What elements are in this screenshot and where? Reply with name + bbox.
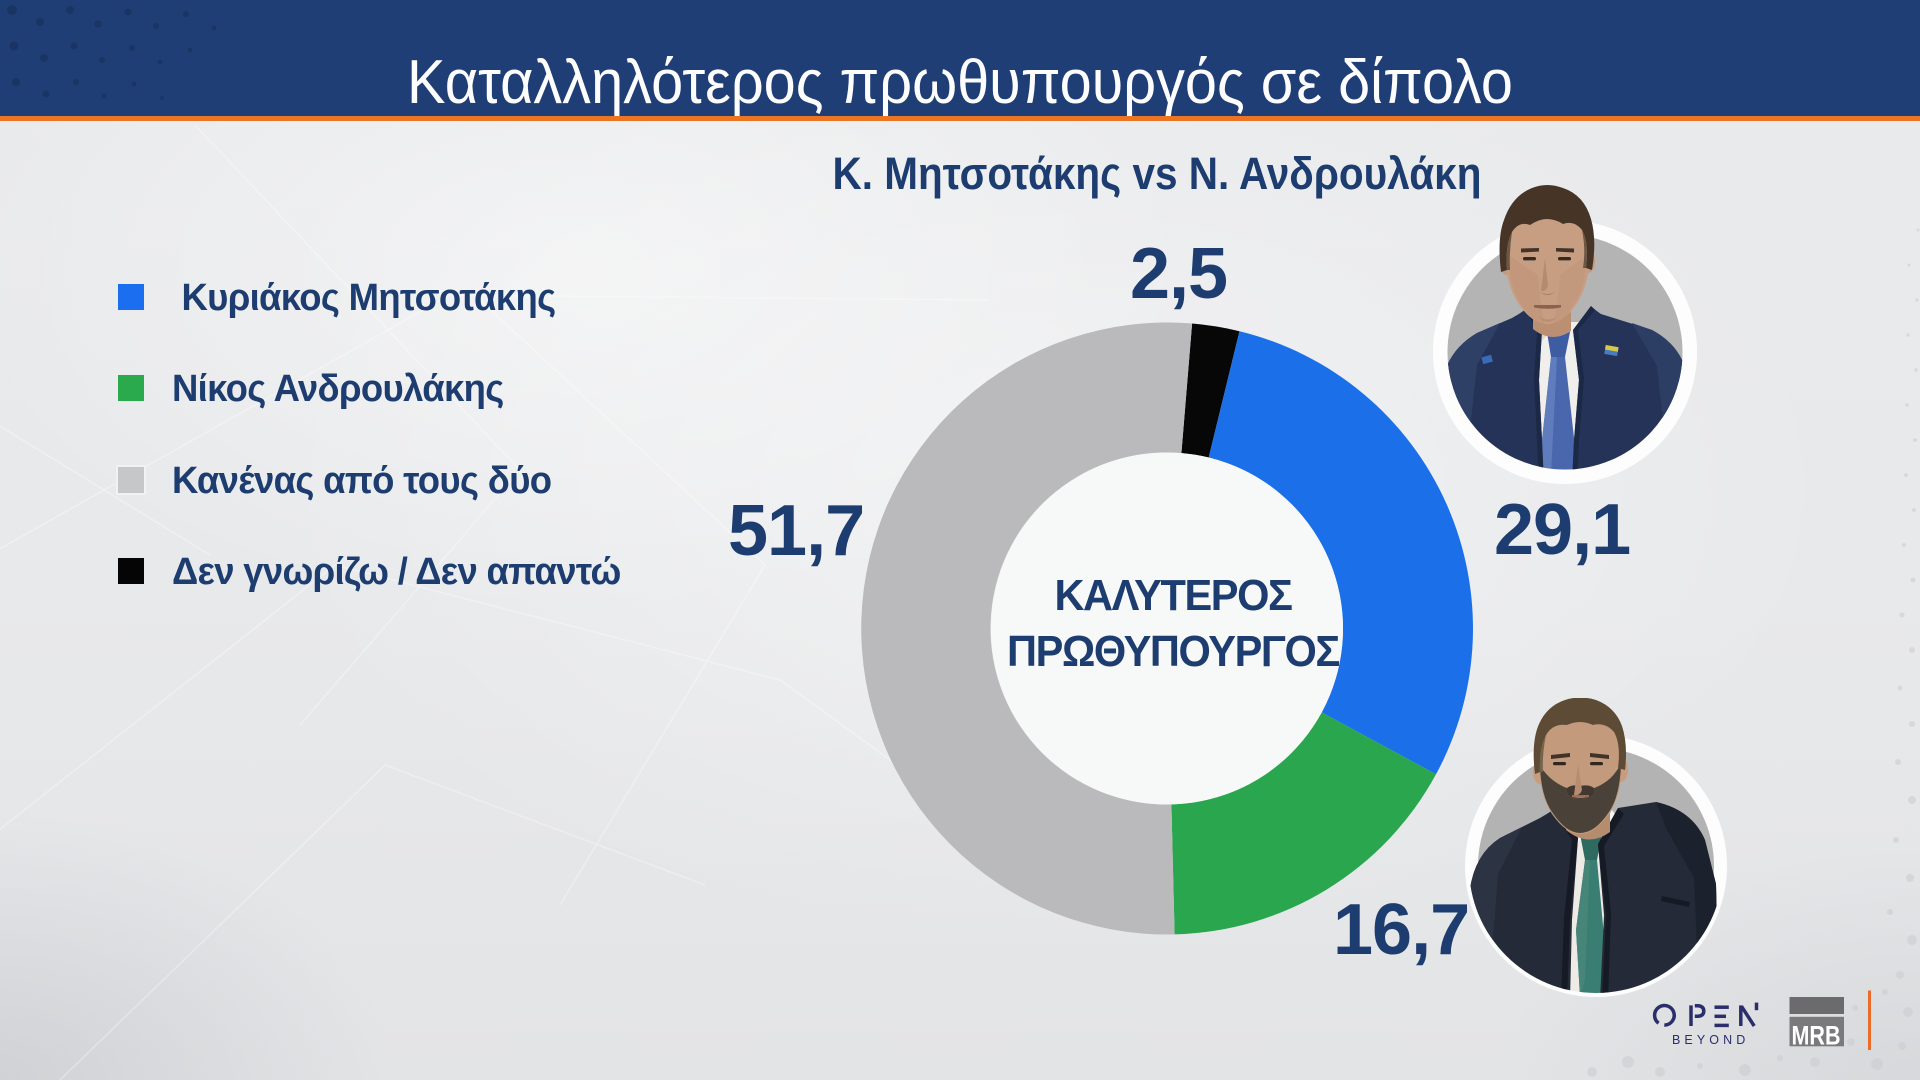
svg-text:BEYOND: BEYOND bbox=[1672, 1033, 1749, 1047]
svg-text:ΚΑΛΥΤΕΡΟΣ: ΚΑΛΥΤΕΡΟΣ bbox=[1054, 571, 1292, 620]
svg-text:ΠΡΩΘΥΠΟΥΡΓΟΣ: ΠΡΩΘΥΠΟΥΡΓΟΣ bbox=[1007, 627, 1340, 676]
svg-text:MRB: MRB bbox=[1792, 1021, 1841, 1051]
